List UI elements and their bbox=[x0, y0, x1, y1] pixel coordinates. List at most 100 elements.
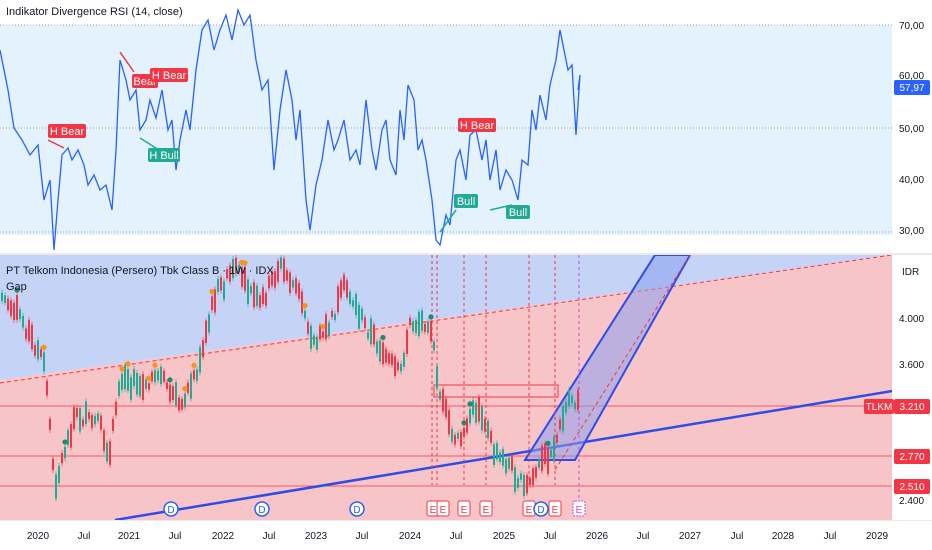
candle-body bbox=[289, 272, 291, 293]
event-marker-earnings[interactable]: E bbox=[457, 500, 471, 517]
candle-body bbox=[130, 377, 132, 400]
level-badge-2770: 2.770 bbox=[894, 449, 930, 464]
time-label: 2028 bbox=[772, 531, 795, 542]
event-marker-dividend[interactable]: D bbox=[163, 501, 179, 517]
candle-body bbox=[490, 430, 492, 443]
candle-body bbox=[355, 293, 357, 316]
candle-body bbox=[313, 335, 315, 345]
svg-text:H Bear: H Bear bbox=[460, 120, 495, 132]
candle-body bbox=[85, 401, 87, 425]
svg-text:E: E bbox=[430, 505, 437, 516]
candle-body bbox=[349, 291, 351, 304]
candle-body bbox=[46, 380, 48, 396]
candle-body bbox=[511, 456, 513, 471]
candle-body bbox=[232, 258, 234, 279]
candle-body bbox=[436, 366, 438, 389]
svg-text:E: E bbox=[526, 505, 533, 516]
price-chart[interactable]: D D D E E E E E bbox=[0, 255, 932, 520]
candle-body bbox=[412, 321, 414, 332]
gap-dot bbox=[545, 440, 551, 446]
gap-dot bbox=[119, 366, 125, 372]
candle-body bbox=[175, 382, 177, 406]
candle-body bbox=[73, 407, 75, 429]
gap-dot bbox=[152, 362, 158, 368]
event-marker-dividend[interactable]: D bbox=[349, 501, 365, 517]
price-axis[interactable] bbox=[892, 255, 932, 520]
candle-body bbox=[394, 356, 396, 376]
candle-body bbox=[364, 317, 366, 329]
candle-body bbox=[337, 286, 339, 313]
candle-body bbox=[274, 271, 276, 288]
candle-body bbox=[574, 402, 576, 410]
candle-body bbox=[496, 443, 498, 460]
candle-body bbox=[103, 430, 105, 451]
candle-body bbox=[427, 321, 429, 333]
candle-body bbox=[70, 424, 72, 448]
event-marker-earnings[interactable]: E bbox=[479, 500, 493, 517]
time-label: 2027 bbox=[679, 531, 702, 542]
candle-body bbox=[22, 315, 24, 328]
gap-indicator-title[interactable]: Gap bbox=[6, 281, 27, 293]
rsi-chart[interactable]: H Bear Bear H Bear H Bull H Bear Bull Bu… bbox=[0, 0, 932, 255]
gap-dot bbox=[467, 401, 473, 407]
svg-text:2.770: 2.770 bbox=[899, 452, 924, 463]
candle-body bbox=[64, 446, 66, 459]
candle-body bbox=[112, 418, 114, 431]
candle-body bbox=[556, 434, 558, 443]
candle-body bbox=[82, 419, 84, 427]
event-marker-dividend[interactable]: D bbox=[254, 501, 270, 517]
time-label: 2021 bbox=[118, 531, 141, 542]
candle-body bbox=[373, 324, 375, 345]
candle-body bbox=[163, 370, 165, 382]
candle-body bbox=[250, 286, 252, 294]
candle-body bbox=[220, 277, 222, 291]
candle-body bbox=[502, 449, 504, 466]
candle-body bbox=[265, 292, 267, 306]
candle-body bbox=[568, 389, 570, 407]
event-marker-future-earnings[interactable]: E bbox=[572, 500, 586, 517]
time-label: Jul bbox=[169, 531, 182, 542]
price-axis-3600: 3.600 bbox=[899, 360, 924, 371]
upper-trend-dashed bbox=[0, 255, 893, 384]
candle-body bbox=[532, 468, 534, 486]
svg-text:D: D bbox=[353, 505, 360, 516]
gap-dot bbox=[41, 344, 47, 350]
time-axis[interactable]: 2020 Jul 2021 Jul 2022 Jul 2023 Jul 2024… bbox=[0, 520, 932, 550]
candle-body bbox=[55, 474, 57, 499]
bear-divergence-line bbox=[47, 139, 65, 149]
event-marker-dividend[interactable]: D bbox=[533, 501, 549, 517]
candle-body bbox=[244, 267, 246, 291]
candle-body bbox=[280, 257, 282, 269]
time-label: Jul bbox=[263, 531, 276, 542]
gap-dot bbox=[209, 288, 215, 295]
svg-text:E: E bbox=[576, 505, 583, 516]
candle-body bbox=[400, 363, 402, 372]
candle-body bbox=[190, 373, 192, 399]
gap-dot bbox=[125, 361, 131, 367]
candle-body bbox=[271, 271, 273, 286]
event-marker-earnings[interactable]: E bbox=[522, 500, 536, 517]
rsi-axis-50: 50,00 bbox=[899, 124, 924, 135]
symbol-title[interactable]: PT Telkom Indonesia (Persero) Tbk Class … bbox=[6, 265, 274, 277]
candle-body bbox=[460, 432, 462, 447]
candle-body bbox=[97, 413, 99, 422]
time-label: Jul bbox=[78, 531, 91, 542]
price-pane[interactable]: D D D E E E E E bbox=[0, 255, 932, 520]
event-marker-earnings[interactable]: E bbox=[548, 500, 562, 517]
candle-body bbox=[484, 418, 486, 432]
candle-body bbox=[358, 304, 360, 329]
rsi-indicator-title[interactable]: Indikator Divergence RSI (14, close) bbox=[6, 6, 183, 18]
candle-body bbox=[343, 274, 345, 291]
candle-body bbox=[178, 397, 180, 411]
gap-dot bbox=[320, 323, 326, 330]
candle-body bbox=[334, 313, 336, 320]
rsi-pane[interactable]: H Bear Bear H Bear H Bull H Bear Bull Bu… bbox=[0, 0, 932, 255]
candlestick-series bbox=[1, 255, 579, 502]
candle-body bbox=[253, 282, 255, 308]
svg-text:3.210: 3.210 bbox=[899, 402, 924, 413]
time-label: 2025 bbox=[493, 531, 516, 542]
candle-body bbox=[367, 332, 369, 339]
event-marker-earnings[interactable]: E bbox=[426, 500, 440, 517]
event-marker-earnings[interactable]: E bbox=[436, 500, 450, 517]
candle-body bbox=[193, 370, 195, 380]
